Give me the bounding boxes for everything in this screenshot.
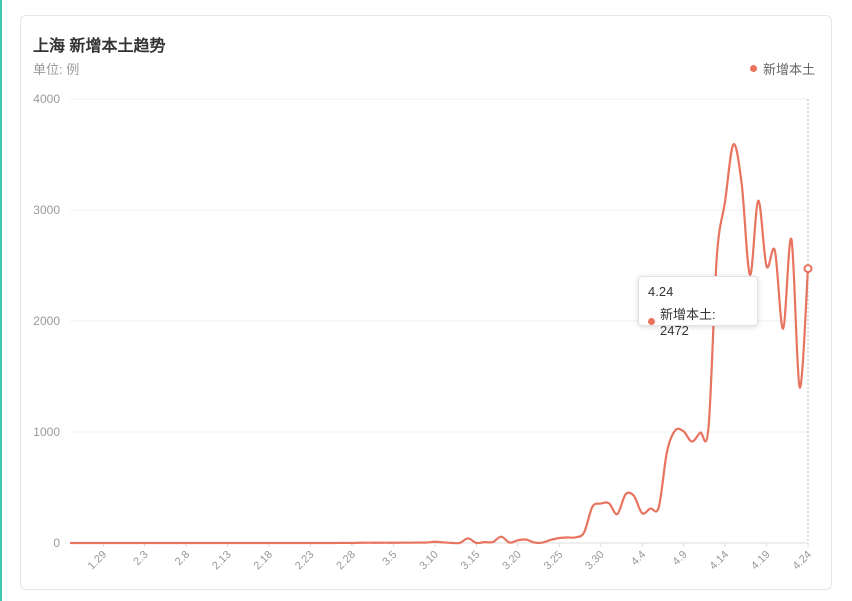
series-line-新增本土 xyxy=(69,143,810,545)
x-tick-label: 4.9 xyxy=(670,549,689,568)
chart-tooltip: 4.24 新增本土: 2472 xyxy=(638,276,758,338)
tooltip-dot-icon xyxy=(648,317,655,325)
tooltip-date: 4.24 xyxy=(648,284,674,299)
x-tick-label: 2.13 xyxy=(210,549,234,573)
y-tick-label: 0 xyxy=(53,536,60,550)
x-tick-label: 4.24 xyxy=(790,549,814,573)
x-tick-label: 3.10 xyxy=(417,549,441,573)
x-tick-label: 1.29 xyxy=(86,549,110,573)
legend-label: 新增本土 xyxy=(762,62,815,77)
highlighted-data-point xyxy=(803,264,813,274)
tooltip-value: 新增本土: 2472 xyxy=(659,307,716,338)
x-tick-label: 2.3 xyxy=(131,549,150,568)
x-tick-label: 2.18 xyxy=(251,549,275,573)
x-tick-label: 4.19 xyxy=(749,549,773,573)
x-tick-label: 3.5 xyxy=(380,549,399,568)
y-tick-label: 3000 xyxy=(33,203,60,217)
x-tick-label: 3.25 xyxy=(542,549,566,573)
chart-title: 上海 新增本土趋势 xyxy=(33,38,166,55)
chart-card: 上海 新增本土趋势 单位: 例 新增本土 xyxy=(20,15,832,590)
x-tick-label: 4.4 xyxy=(629,549,648,568)
x-tick-label: 2.8 xyxy=(173,549,192,568)
x-tick-label: 2.28 xyxy=(334,549,358,573)
window-edge-accent xyxy=(0,0,2,601)
x-tick-label: 3.30 xyxy=(583,549,607,573)
chart-legend[interactable]: 新增本土 xyxy=(749,59,815,78)
legend-dot-icon xyxy=(749,65,757,72)
y-tick-label: 1000 xyxy=(33,425,60,439)
chart-unit-label: 单位: 例 xyxy=(33,62,80,77)
y-tick-label: 2000 xyxy=(33,314,60,328)
x-tick-label: 2.23 xyxy=(293,549,317,573)
x-tick-label: 3.20 xyxy=(500,549,524,573)
x-tick-label: 3.15 xyxy=(459,549,483,573)
x-tick-label: 4.14 xyxy=(708,549,732,573)
y-tick-label: 4000 xyxy=(33,92,60,106)
